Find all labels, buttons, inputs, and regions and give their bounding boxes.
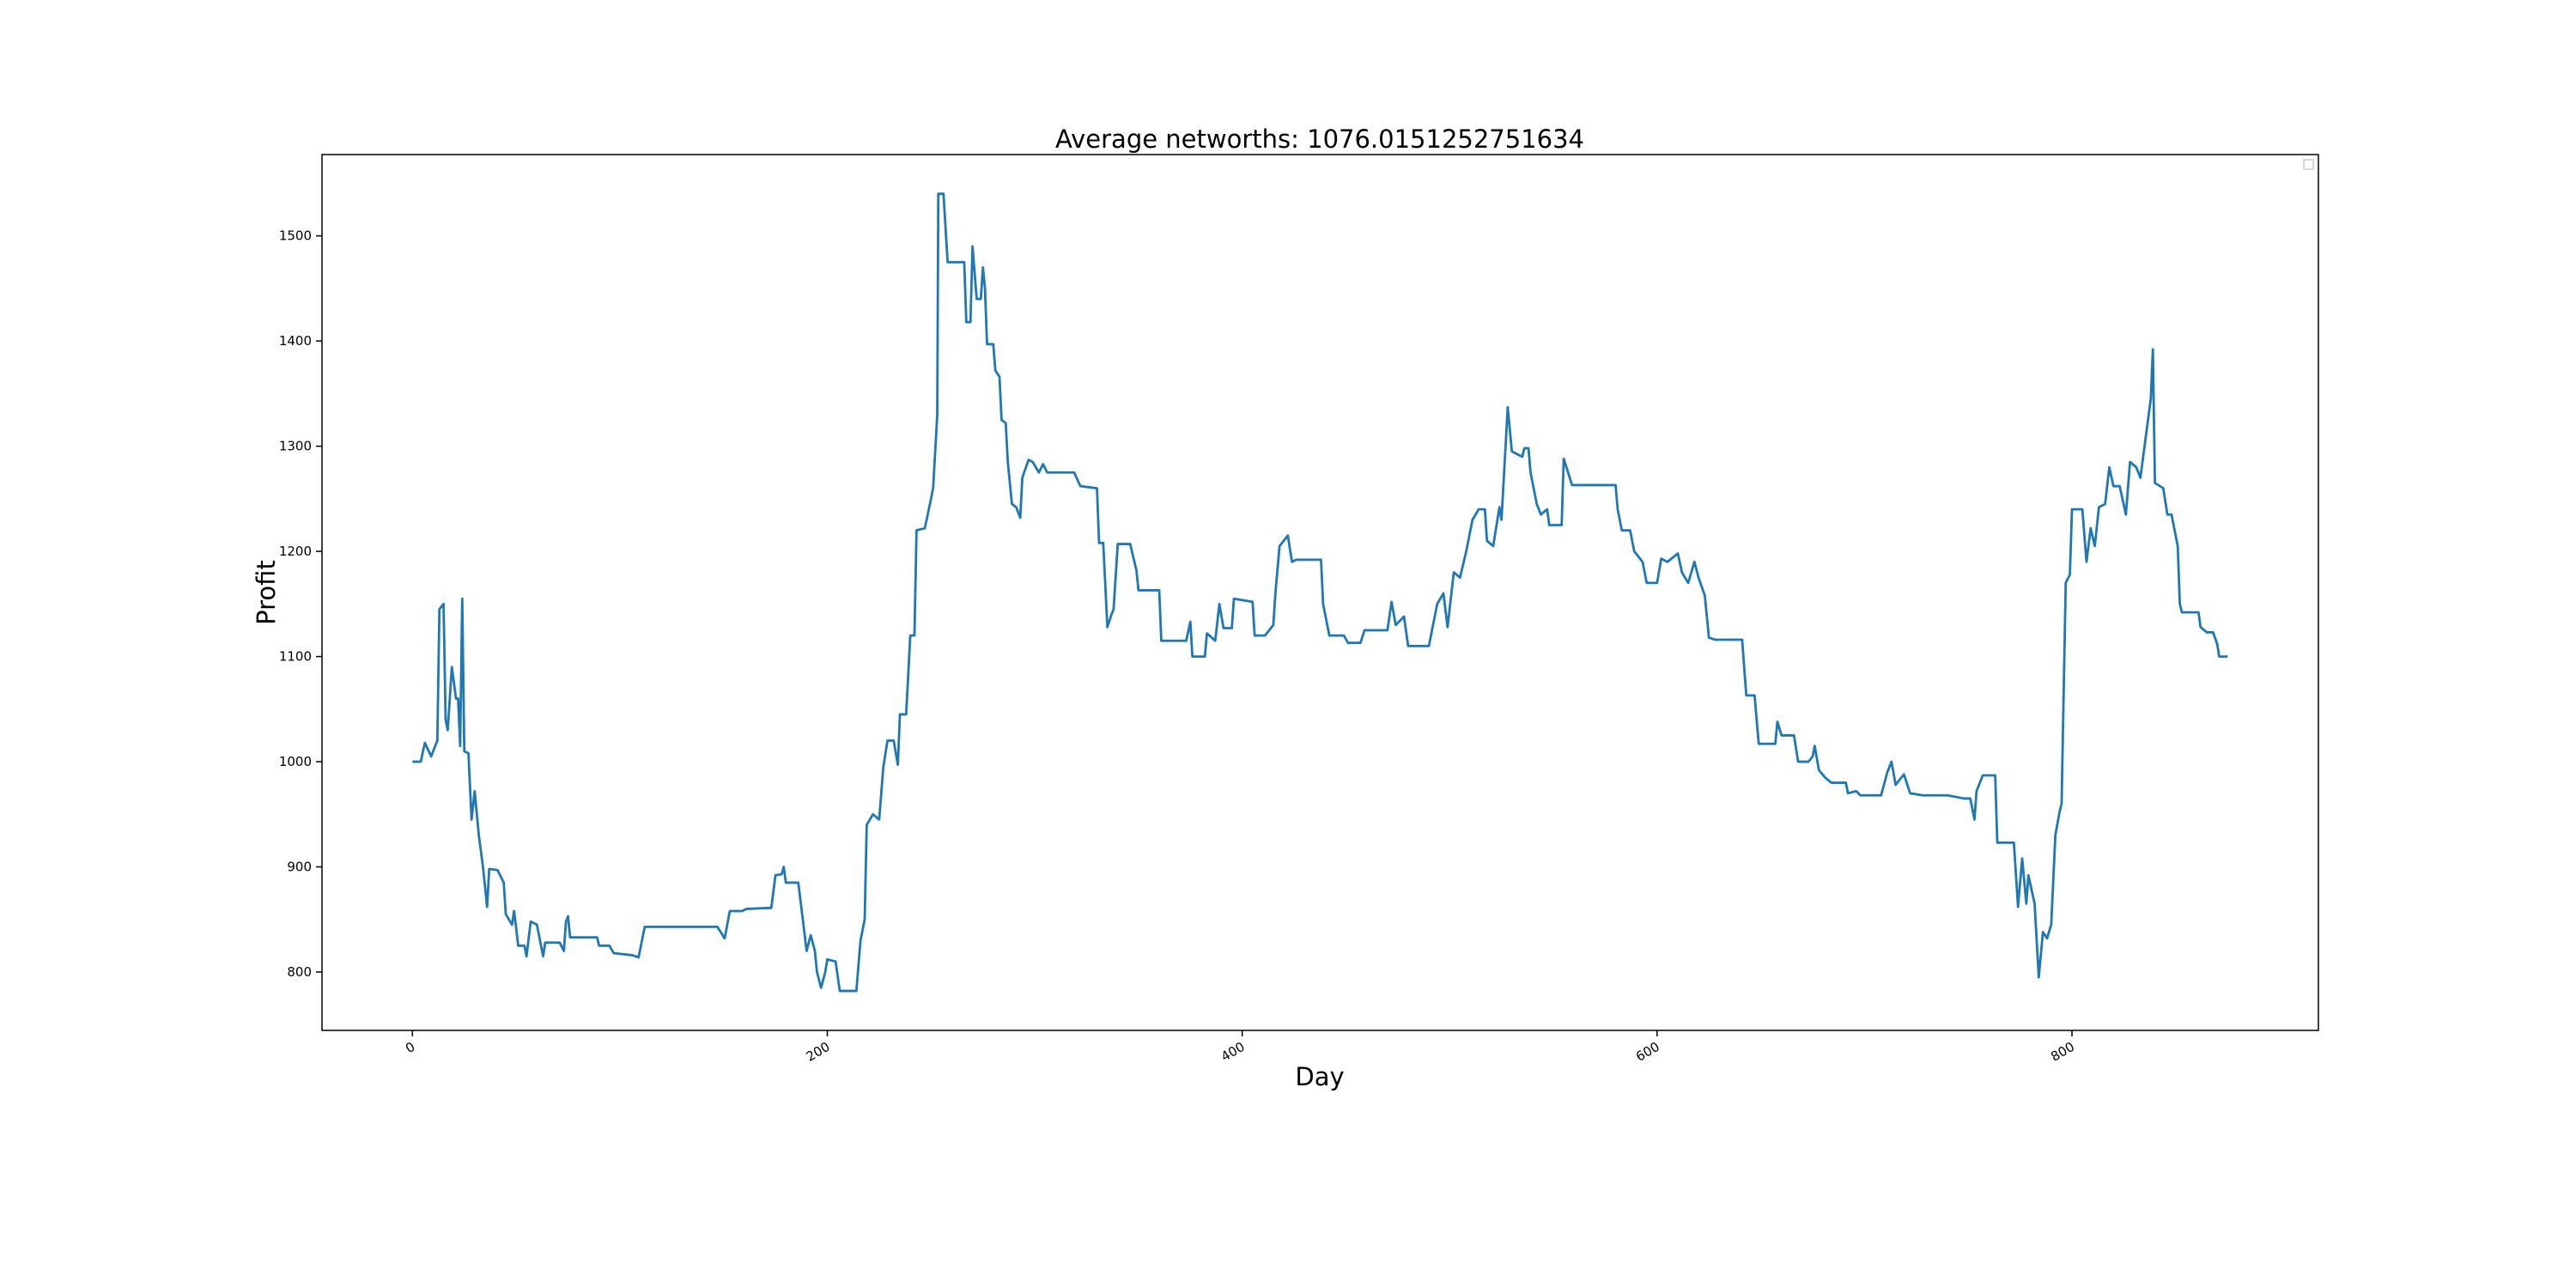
y-tick-label: 1100 [279, 649, 312, 665]
legend [2303, 159, 2314, 170]
y-tick-label: 800 [287, 964, 312, 980]
y-tick-label: 1300 [279, 439, 312, 454]
plot-frame [321, 154, 2319, 1031]
y-axis-label: Profit [252, 560, 281, 625]
x-axis-label: Day [1295, 1062, 1344, 1091]
y-tick-label: 1200 [279, 544, 312, 559]
chart-title: Average networths: 1076.0151252751634 [1055, 125, 1584, 154]
y-tick-label: 1500 [279, 228, 312, 244]
data-line [412, 192, 2228, 993]
y-tick-label: 1400 [279, 333, 312, 349]
y-tick-label: 900 [287, 860, 312, 875]
y-tick-label: 1000 [279, 754, 312, 769]
